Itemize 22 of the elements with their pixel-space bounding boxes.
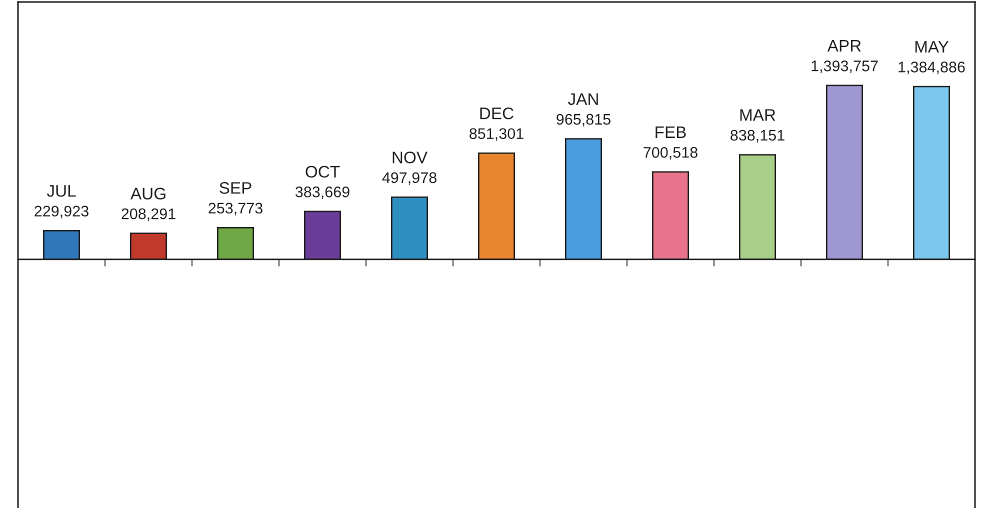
- x-tick-label: SEP: [220, 182, 252, 194]
- x-tick-label: OCT: [306, 166, 340, 178]
- x-tick-label: NOV: [392, 152, 428, 164]
- x-tick-label: FEB: [656, 126, 686, 138]
- data-label: 383,669: [295, 186, 350, 200]
- x-tick-label: MAR: [740, 109, 776, 121]
- data-label: 1,384,886: [898, 62, 965, 74]
- data-label: 700,518: [644, 147, 698, 160]
- data-label: 253,773: [208, 202, 262, 216]
- x-tick-label: MAY: [915, 41, 949, 53]
- x-tick-label: JAN: [568, 93, 598, 106]
- data-label: 497,978: [382, 172, 436, 185]
- x-tick-label: AUG: [130, 188, 166, 200]
- x-tick-label: JUL: [46, 185, 76, 197]
- data-label: 1,393,757: [812, 60, 878, 74]
- x-tick-label: APR: [827, 40, 861, 52]
- x-tick-label: DEC: [480, 107, 514, 120]
- data-label: 965,815: [556, 114, 610, 127]
- data-label: 208,291: [122, 208, 176, 222]
- data-label: 838,151: [730, 130, 784, 142]
- data-label: 229,923: [34, 206, 88, 218]
- data-label: 851,301: [470, 128, 524, 141]
